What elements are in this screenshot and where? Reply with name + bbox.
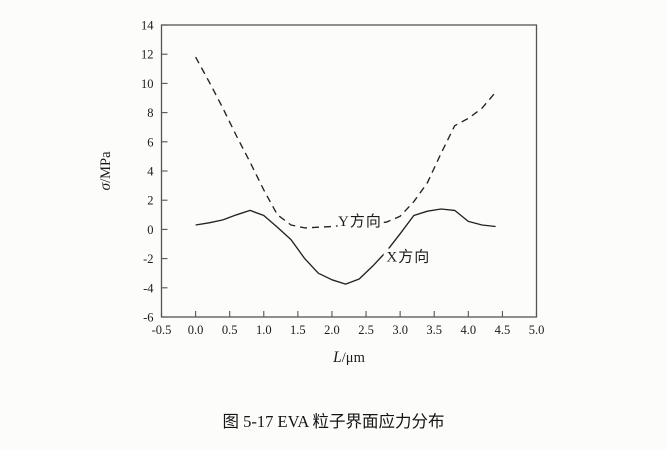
series-line-solid xyxy=(195,208,496,285)
x-tick-label: 4.0 xyxy=(461,323,477,337)
x-tick-label: 1.5 xyxy=(290,323,306,337)
x-tick-label: 3.0 xyxy=(392,323,408,337)
y-tick-label: 12 xyxy=(141,48,154,62)
x-tick-label: 5.0 xyxy=(529,323,545,337)
x-tick-label: 0.0 xyxy=(188,323,204,337)
series-label-dashed: Y方向 xyxy=(338,213,382,230)
x-axis-title: L/μm xyxy=(332,349,365,366)
y-tick-label: 14 xyxy=(141,19,154,33)
x-tick-label: 2.5 xyxy=(358,323,374,337)
x-tick-label: 0.5 xyxy=(222,323,238,337)
y-tick-label: 2 xyxy=(147,194,153,208)
y-axis-title: σ/MPa xyxy=(97,151,114,191)
y-tick-label: -6 xyxy=(143,311,153,325)
series-label-solid: X方向 xyxy=(386,249,430,266)
y-tick-label: 8 xyxy=(147,106,153,120)
stress-distribution-chart: -0.5 0.0 0.5 1.0 1.5 2.0 2.5 3.0 3.5 4.0 4.5 5.0 14 1… xyxy=(97,19,545,367)
figure-caption: 图 5-17 EVA 粒子界面应力分布 xyxy=(222,412,445,431)
x-tick-label: 1.0 xyxy=(256,323,272,337)
x-tick-label: 2.0 xyxy=(324,323,340,337)
plot-frame xyxy=(160,24,538,318)
y-tick-label: -4 xyxy=(143,281,154,295)
x-tick-label: -0.5 xyxy=(152,323,172,337)
y-tick-label: 4 xyxy=(147,165,154,179)
chart-area: -0.5 0.0 0.5 1.0 1.5 2.0 2.5 3.0 3.5 4.0 4.5 5.0 14 1… xyxy=(97,19,545,367)
series-line-dashed xyxy=(195,56,497,229)
x-tick-label: 3.5 xyxy=(426,323,442,337)
y-tick-label: 0 xyxy=(147,223,153,237)
y-tick-label: -2 xyxy=(143,252,153,266)
x-tick-label: 4.5 xyxy=(495,323,511,337)
y-tick-label: 6 xyxy=(147,135,153,149)
y-tick-label: 10 xyxy=(141,77,154,91)
